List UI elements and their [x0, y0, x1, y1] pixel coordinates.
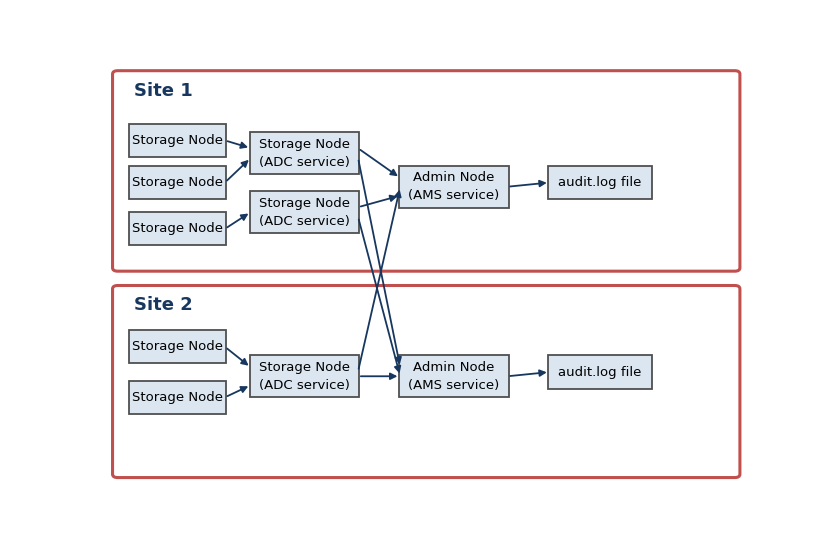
Text: Admin Node
(AMS service): Admin Node (AMS service)	[408, 171, 499, 202]
Text: Site 2: Site 2	[134, 296, 193, 315]
FancyBboxPatch shape	[129, 381, 226, 414]
FancyBboxPatch shape	[129, 124, 226, 157]
FancyBboxPatch shape	[399, 166, 509, 207]
Text: Site 1: Site 1	[134, 82, 193, 100]
FancyBboxPatch shape	[112, 286, 740, 478]
Text: Storage Node: Storage Node	[132, 134, 223, 147]
FancyBboxPatch shape	[250, 191, 360, 233]
Text: Storage Node: Storage Node	[132, 340, 223, 353]
FancyBboxPatch shape	[129, 212, 226, 246]
Text: audit.log file: audit.log file	[558, 365, 642, 379]
Text: Storage Node: Storage Node	[132, 222, 223, 235]
FancyBboxPatch shape	[548, 166, 652, 199]
FancyBboxPatch shape	[250, 132, 360, 174]
Text: Admin Node
(AMS service): Admin Node (AMS service)	[408, 361, 499, 392]
FancyBboxPatch shape	[112, 71, 740, 271]
FancyBboxPatch shape	[548, 356, 652, 389]
FancyBboxPatch shape	[399, 356, 509, 397]
Text: audit.log file: audit.log file	[558, 176, 642, 189]
Text: Storage Node
(ADC service): Storage Node (ADC service)	[259, 196, 350, 228]
Text: Storage Node: Storage Node	[132, 391, 223, 404]
Text: Storage Node
(ADC service): Storage Node (ADC service)	[259, 361, 350, 392]
FancyBboxPatch shape	[250, 356, 360, 397]
FancyBboxPatch shape	[129, 166, 226, 199]
Text: Storage Node
(ADC service): Storage Node (ADC service)	[259, 137, 350, 168]
FancyBboxPatch shape	[129, 330, 226, 363]
Text: Storage Node: Storage Node	[132, 176, 223, 189]
